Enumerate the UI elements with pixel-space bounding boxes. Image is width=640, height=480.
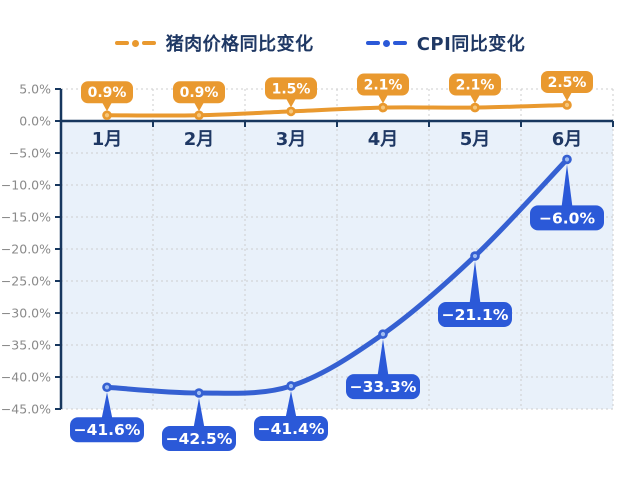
pork-label-pointer [562, 92, 572, 101]
legend-label-cpi: CPI同比变化 [416, 34, 526, 55]
pork-data-label: 2.5% [548, 75, 587, 91]
cpi-label-pointer [285, 390, 297, 418]
pork-data-point-center [288, 109, 294, 114]
pork-data-label: 2.1% [456, 78, 495, 94]
cpi-data-label-box [70, 417, 144, 443]
y-tick-label: −10.0% [1, 178, 51, 193]
y-tick-label: −30.0% [1, 306, 51, 321]
y-tick-label: −15.0% [1, 210, 51, 225]
cpi-data-point-center [196, 390, 202, 396]
pork-label-pointer [470, 94, 480, 104]
legend-item-cpi: CPI同比变化 [365, 30, 526, 56]
x-category-label: 6月 [552, 129, 583, 150]
cpi-series-marker-icon [365, 39, 407, 47]
cpi-data-point-center [472, 253, 478, 259]
cpi-data-label-box [254, 415, 328, 441]
x-category-label: 3月 [276, 129, 307, 150]
pork-data-point-center [104, 113, 110, 118]
cpi-label-pointer [469, 261, 481, 305]
cpi-data-label: −41.6% [74, 421, 141, 439]
pork-data-label: 0.9% [180, 85, 219, 101]
cpi-data-label-box [346, 374, 420, 400]
y-tick-label: 5.0% [19, 82, 51, 97]
pork-data-label: 0.9% [88, 85, 127, 101]
y-tick-label: −5.0% [9, 146, 51, 161]
legend-label-pork-price: 猪肉价格同比变化 [165, 34, 314, 55]
pork-series-line [105, 103, 569, 118]
pork-data-point-center [564, 102, 570, 108]
pork-label-pointer [286, 98, 296, 108]
pork-data-label-box [357, 73, 409, 96]
pork-data-label-box [173, 81, 225, 104]
y-tick-label: −25.0% [1, 274, 51, 289]
x-category-label: 5月 [460, 129, 491, 150]
cpi-label-pointer [193, 398, 205, 428]
x-category-label: 2月 [184, 129, 215, 150]
pork-data-label-box [81, 81, 133, 104]
legend: 猪肉价格同比变化 CPI同比变化 [0, 30, 640, 56]
pork-data-point-center [472, 105, 478, 110]
pork-data-label-box [541, 71, 593, 93]
pork-data-label: 2.1% [364, 78, 403, 94]
y-tick-label: −45.0% [1, 402, 51, 417]
pork-data-label-box [449, 73, 501, 96]
cpi-data-point-center [564, 157, 570, 162]
cpi-data-label: −42.5% [166, 430, 233, 448]
cpi-data-label-box [438, 302, 512, 328]
cpi-data-label: −33.3% [350, 378, 417, 396]
legend-item-pork-price: 猪肉价格同比变化 [114, 30, 314, 56]
cpi-data-label: −6.0% [539, 209, 595, 227]
pork-label-pointer [102, 102, 112, 112]
cpi-data-label: −41.4% [258, 420, 325, 438]
y-tick-label: −35.0% [1, 338, 51, 353]
y-tick-label: −20.0% [1, 242, 51, 257]
pork-series-marker-icon [114, 39, 156, 47]
cpi-data-point-center [104, 385, 110, 390]
y-tick-label: −40.0% [1, 370, 51, 385]
pork-data-point-center [380, 105, 386, 110]
cpi-data-point-center [380, 332, 386, 337]
cpi-data-label-box [162, 426, 236, 451]
pork-data-label: 1.5% [272, 81, 311, 97]
cpi-data-point-center [288, 383, 294, 389]
x-category-label: 4月 [368, 129, 399, 150]
y-tick-label: 0.0% [19, 114, 51, 129]
pork-label-pointer [378, 94, 388, 104]
cpi-label-pointer [377, 339, 389, 377]
cpi-data-label: −21.1% [442, 306, 509, 324]
cpi-data-label-box [530, 205, 604, 231]
pork-label-pointer [194, 102, 204, 112]
pork-data-point-center [196, 113, 202, 118]
pork-data-label-box [265, 77, 317, 100]
cpi-label-pointer [101, 392, 113, 420]
x-category-label: 1月 [92, 129, 123, 150]
cpi-label-pointer [561, 164, 573, 208]
